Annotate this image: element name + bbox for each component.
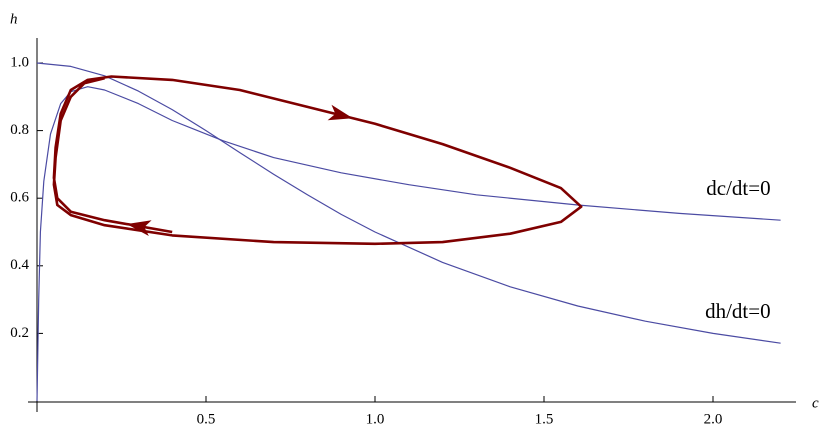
y-tick-label: 0.2 [10, 325, 29, 341]
x-tick-label: 1.0 [366, 411, 385, 427]
x-tick-label: 2.0 [704, 411, 723, 427]
direction-arrow [126, 220, 152, 237]
nullcline [36, 62, 781, 344]
x-tick-label: 1.5 [535, 411, 554, 427]
curve-label: dc/dt=0 [706, 176, 770, 200]
y-tick-label: 0.8 [10, 122, 29, 138]
x-axis-label: c [812, 395, 819, 411]
y-axis-label: h [10, 11, 18, 27]
trajectory [52, 75, 583, 246]
direction-arrow [327, 104, 353, 121]
nullcline [36, 86, 781, 402]
y-tick-label: 1.0 [10, 54, 29, 70]
curve-label: dh/dt=0 [705, 299, 771, 323]
y-tick-label: 0.6 [10, 190, 29, 206]
x-tick-label: 0.5 [197, 411, 216, 427]
y-tick-label: 0.4 [10, 257, 29, 273]
